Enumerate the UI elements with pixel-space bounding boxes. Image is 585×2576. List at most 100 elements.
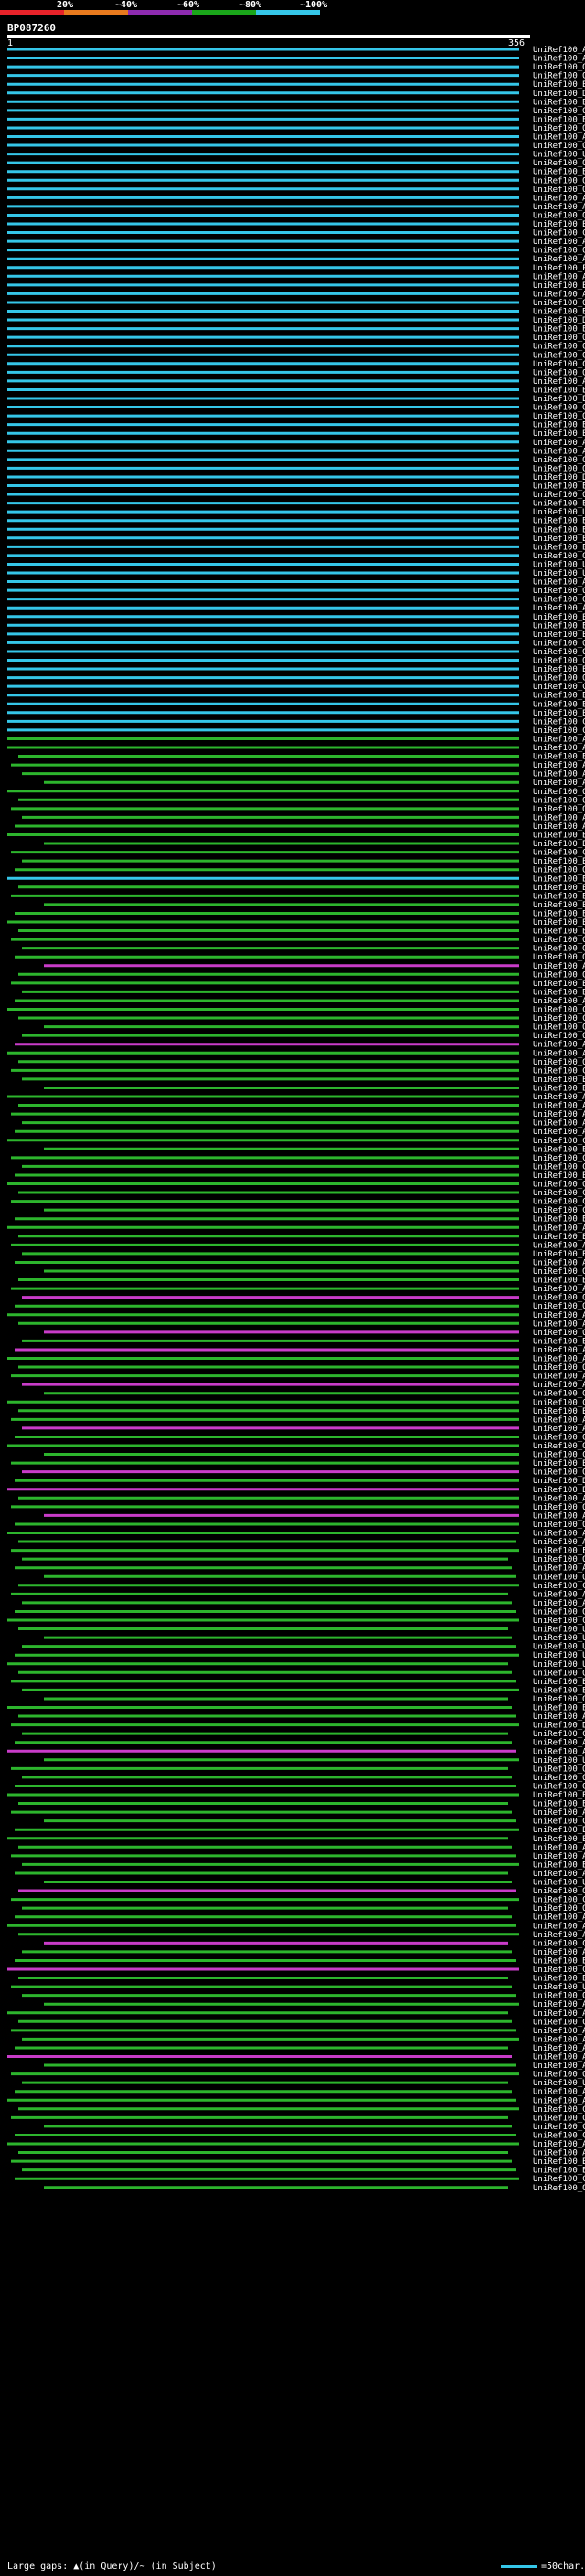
hit-label[interactable]: UniRef100_A9GSD3 xyxy=(533,1530,585,1539)
hit-label[interactable]: UniRef100_C6XLD9 xyxy=(533,1006,585,1015)
hit-label[interactable]: UniRef100_B9KDT2 xyxy=(533,1277,585,1286)
hit-label[interactable]: UniRef100_B4RBH7 xyxy=(533,1233,585,1242)
hit-label[interactable]: UniRef100_A2E7X1 xyxy=(533,1913,585,1923)
hit-label[interactable]: UniRef100_A3WPJ9 xyxy=(533,1128,585,1137)
hit-label[interactable]: UniRef100_A8YX74 xyxy=(533,447,585,456)
hit-label[interactable]: UniRef100_B9LI24 xyxy=(533,1956,585,1966)
hit-label[interactable]: UniRef100_A4EL89 xyxy=(533,1346,585,1355)
hit-label[interactable]: UniRef100_Q7NHS8 xyxy=(533,639,585,648)
hit-label[interactable]: UniRef100_Q1I9C7 xyxy=(533,970,585,980)
hit-label[interactable]: UniRef100_C5BD24 xyxy=(533,1582,585,1591)
hit-label[interactable]: UniRef100_Q6ZKB1 xyxy=(533,657,585,666)
hit-label[interactable]: UniRef100_Q8DJC8 xyxy=(533,368,585,377)
hit-label[interactable]: UniRef100_P74510 xyxy=(533,264,585,273)
hit-label[interactable]: UniRef100_Q1ECP1 xyxy=(533,1023,585,1033)
hit-label[interactable]: UniRef100_A9GQ80 xyxy=(533,1311,585,1320)
hit-label[interactable]: UniRef100_C1I7N9 xyxy=(533,1818,585,1827)
hit-label[interactable]: UniRef100_Q0VQ53 xyxy=(533,1294,585,1303)
hit-label[interactable]: UniRef100_B9G067 xyxy=(533,857,585,866)
hit-label[interactable]: UniRef100_Q8R9E5 xyxy=(533,1058,585,1067)
hit-label[interactable]: UniRef100_UP1000... xyxy=(533,151,585,160)
hit-label[interactable]: UniRef100_B4K311 xyxy=(533,1145,585,1154)
hit-label[interactable]: UniRef100_A9E929 xyxy=(533,1843,585,1852)
hit-label[interactable]: UniRef100_C7IR29 xyxy=(533,1137,585,1146)
hit-label[interactable]: UniRef100_Q4ESW5 xyxy=(533,1521,585,1530)
hit-label[interactable]: UniRef100_B6B4N9 xyxy=(533,1459,585,1468)
hit-label[interactable]: UniRef100_Q4UL61 xyxy=(533,2071,585,2080)
hit-label[interactable]: UniRef100_B9GT02 xyxy=(533,429,585,439)
hit-label[interactable]: UniRef100_Q9SQ18 xyxy=(533,456,585,465)
hit-label[interactable]: UniRef100_A3JMP9 xyxy=(533,1511,585,1521)
hit-label[interactable]: UniRef100_Q8EG43 xyxy=(533,1765,585,1774)
hit-label[interactable]: UniRef100_A4EV82 xyxy=(533,2000,585,2009)
hit-label[interactable]: UniRef100_A2BY64 xyxy=(533,822,585,832)
hit-label[interactable]: UniRef100_Q1YI54 xyxy=(533,1442,585,1451)
hit-label[interactable]: UniRef100_Q8IAW9 xyxy=(533,953,585,962)
hit-label[interactable]: UniRef100_Q69M33 xyxy=(533,866,585,875)
hit-label[interactable]: UniRef100_A4BYX5 xyxy=(533,1931,585,1940)
hit-label[interactable]: UniRef100_UP1000... xyxy=(533,1634,585,1643)
hit-label[interactable]: UniRef100_Q5WAU8 xyxy=(533,596,585,605)
hit-label[interactable]: UniRef100_B1LUH4 xyxy=(533,1826,585,1835)
hit-label[interactable]: UniRef100_A9M525 xyxy=(533,1564,585,1574)
hit-label[interactable]: UniRef100_B9HNU0 xyxy=(533,525,585,535)
hit-label[interactable]: UniRef100_B4RTY6 xyxy=(533,753,585,762)
hit-label[interactable]: UniRef100_A7H6W3 xyxy=(533,2009,585,2019)
hit-label[interactable]: UniRef100_B2IPW3 xyxy=(533,1800,585,1809)
hit-label[interactable]: UniRef100_B7R6U8 xyxy=(533,1835,585,1844)
hit-label[interactable]: UniRef100_Q05SD7 xyxy=(533,107,585,116)
hit-label[interactable]: UniRef100_Q31J3I xyxy=(533,1267,585,1277)
hit-label[interactable]: UniRef100_A1SYC2 xyxy=(533,1381,585,1390)
hit-label[interactable]: UniRef100_A9FR22 xyxy=(533,1110,585,1119)
hit-label[interactable]: UniRef100_Q31NR4 xyxy=(533,334,585,343)
hit-label[interactable]: UniRef100_C1GLA5 xyxy=(533,2175,585,2184)
hit-label[interactable]: UniRef100_C0A4K4 xyxy=(533,1189,585,1198)
hit-label[interactable]: UniRef100_Q3AI32 xyxy=(533,124,585,133)
hit-label[interactable]: UniRef100_Q2JME8 xyxy=(533,211,585,220)
hit-label[interactable]: UniRef100_C7DEJ0 xyxy=(533,1206,585,1215)
hit-label[interactable]: UniRef100_Q1JWB5 xyxy=(533,186,585,195)
hit-label[interactable]: UniRef100_C4YUU5 xyxy=(533,2131,585,2140)
hit-label[interactable]: UniRef100_B7I5S3 xyxy=(533,1686,585,1695)
hit-label[interactable]: UniRef100_B5J7H2 xyxy=(533,1215,585,1224)
hit-label[interactable]: UniRef100_B6KIJ7 xyxy=(533,928,585,937)
hit-label[interactable]: UniRef100_B9SLH2 xyxy=(533,500,585,509)
hit-label[interactable]: UniRef100_UP1000... xyxy=(533,2079,585,2088)
hit-label[interactable]: UniRef100_C5BGS9 xyxy=(533,1162,585,1171)
hit-label[interactable]: UniRef100_B4RBV5 xyxy=(533,988,585,997)
hit-label[interactable]: UniRef100_D4FPZ2 xyxy=(533,316,585,325)
hit-label[interactable]: UniRef100_UP1000... xyxy=(533,1983,585,1992)
hit-label[interactable]: UniRef100_A3K962 xyxy=(533,1747,585,1756)
hit-label[interactable]: UniRef100_A9G629 xyxy=(533,1415,585,1425)
hit-label[interactable]: UniRef100_B9PZX2 xyxy=(533,918,585,928)
hit-label[interactable]: UniRef100_Q0FJK0 xyxy=(533,1329,585,1338)
hit-label[interactable]: UniRef100_B6AWD4 xyxy=(533,1486,585,1495)
hit-label[interactable]: UniRef100_C5SFG0 xyxy=(533,1451,585,1460)
hit-label[interactable]: UniRef100_B9HJ17 xyxy=(533,631,585,640)
hit-label[interactable]: UniRef100_B9KH21 xyxy=(533,1678,585,1687)
hit-label[interactable]: UniRef100_Q5QRN9 xyxy=(533,1555,585,1564)
hit-label[interactable]: UniRef100_A9TQ18 xyxy=(533,439,585,448)
hit-label[interactable]: UniRef100_Q20WU7 xyxy=(533,552,585,561)
hit-label[interactable]: UniRef100_Q73F24 xyxy=(533,1181,585,1190)
hit-label[interactable]: UniRef100_A4AMA9 xyxy=(533,1355,585,1364)
hit-label[interactable]: UniRef100_Q7RP39 xyxy=(533,945,585,954)
hit-label[interactable]: UniRef100_Q01CI7 xyxy=(533,159,585,168)
hit-label[interactable]: UniRef100_C1N3V1 xyxy=(533,717,585,726)
hit-label[interactable]: UniRef100_A4AYV5 xyxy=(533,2140,585,2149)
hit-label[interactable]: UniRef100_A9YP88 xyxy=(533,55,585,64)
hit-label[interactable]: UniRef100_Q2S1S2 xyxy=(533,1032,585,1041)
hit-label[interactable]: UniRef100_Q3AX47 xyxy=(533,247,585,256)
hit-label[interactable]: UniRef100_B1WU36 xyxy=(533,168,585,177)
hit-label[interactable]: UniRef100_D7LT56 xyxy=(533,473,585,482)
hit-label[interactable]: UniRef100_Q0Q2X9 xyxy=(533,805,585,814)
hit-label[interactable]: UniRef100_A3P1U1 xyxy=(533,1285,585,1294)
hit-label[interactable]: UniRef100_Q2E8H7 xyxy=(533,1904,585,1913)
hit-label[interactable]: UniRef100_C4CN31 xyxy=(533,1730,585,1739)
hit-label[interactable]: UniRef100_B4B476 xyxy=(533,421,585,430)
hit-label[interactable]: UniRef100_B8BBQ5 xyxy=(533,665,585,674)
hit-label[interactable]: UniRef100_A9BNE9 xyxy=(533,194,585,203)
hit-label[interactable]: UniRef100_Q94AP2 xyxy=(533,464,585,473)
hit-label[interactable]: UniRef100_C5SUB8 xyxy=(533,1617,585,1626)
hit-label[interactable]: UniRef100_Q1GCH9 xyxy=(533,1302,585,1311)
